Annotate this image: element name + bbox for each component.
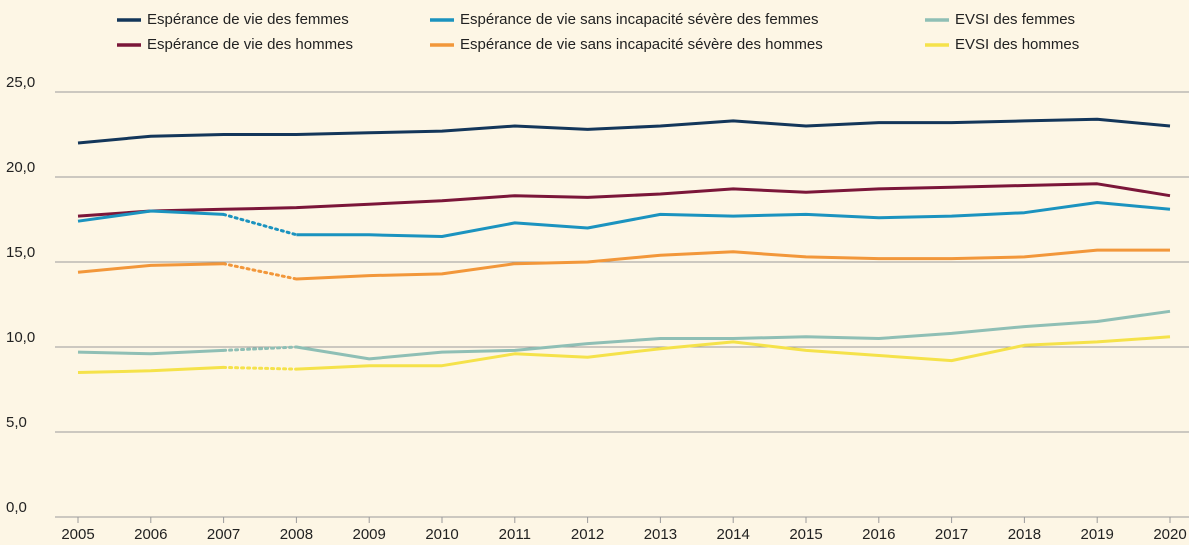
x-tick-label: 2006	[134, 526, 167, 543]
series-line	[77, 209, 224, 223]
legend-label: Espérance de vie des femmes	[147, 11, 349, 28]
x-tick-label: 2020	[1153, 526, 1186, 543]
x-tick-label: 2013	[644, 526, 677, 543]
series-line	[77, 182, 1171, 218]
x-tick-label: 2005	[61, 526, 94, 543]
series-line-dotted	[222, 262, 298, 281]
series-line	[77, 117, 1171, 145]
x-tick-label: 2017	[935, 526, 968, 543]
series-line	[296, 335, 1171, 371]
y-tick-label: 15,0	[6, 244, 35, 261]
series-line-dotted	[222, 212, 298, 237]
legend-label: EVSI des femmes	[955, 11, 1075, 28]
x-tick-label: 2019	[1081, 526, 1114, 543]
x-tick-label: 2011	[499, 526, 531, 543]
x-tick-label: 2007	[207, 526, 240, 543]
series-line	[77, 348, 224, 356]
y-tick-label: 5,0	[6, 414, 27, 431]
legend-label: Espérance de vie sans incapacité sévère …	[460, 36, 823, 53]
legend-label: Espérance de vie des hommes	[147, 36, 353, 53]
x-tick-label: 2009	[353, 526, 386, 543]
legend-label: EVSI des hommes	[955, 36, 1079, 53]
x-tick-label: 2014	[717, 526, 750, 543]
y-tick-label: 0,0	[6, 499, 27, 516]
x-tick-label: 2010	[425, 526, 458, 543]
legend-label: Espérance de vie sans incapacité sévère …	[460, 11, 819, 28]
y-tick-label: 20,0	[6, 159, 35, 176]
y-tick-label: 10,0	[6, 329, 35, 346]
x-tick-label: 2016	[862, 526, 895, 543]
x-tick-label: 2015	[789, 526, 822, 543]
y-tick-label: 25,0	[6, 74, 35, 91]
x-tick-label: 2018	[1008, 526, 1041, 543]
series-line	[77, 262, 224, 274]
x-tick-label: 2008	[280, 526, 313, 543]
x-tick-label: 2012	[571, 526, 604, 543]
series-line	[77, 365, 224, 374]
series-line-dotted	[222, 365, 298, 371]
series-line	[296, 309, 1171, 361]
series-line	[296, 248, 1170, 281]
series-line	[296, 201, 1171, 238]
series-line-dotted	[222, 345, 298, 352]
